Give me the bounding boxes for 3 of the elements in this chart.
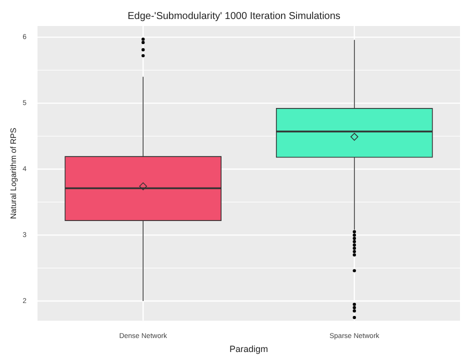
y-axis-title: Natural Logarithm of RPS xyxy=(9,128,18,219)
x-axis-title: Paradigm xyxy=(229,344,268,354)
chart-title: Edge-'Submodularity' 1000 Iteration Simulations xyxy=(128,10,340,22)
